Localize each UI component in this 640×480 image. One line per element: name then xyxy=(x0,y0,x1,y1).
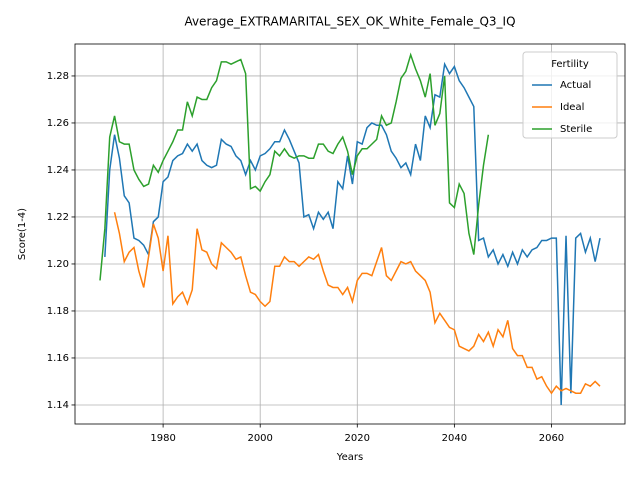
x-tick-label: 2060 xyxy=(539,433,564,444)
y-tick-label: 1.28 xyxy=(47,71,69,82)
y-tick-label: 1.20 xyxy=(47,259,69,270)
legend-label: Sterile xyxy=(560,124,592,135)
y-tick-label: 1.26 xyxy=(47,118,69,129)
y-tick-label: 1.16 xyxy=(47,353,69,364)
line-series xyxy=(99,52,490,281)
x-tick-label: 2040 xyxy=(442,433,467,444)
y-tick-label: 1.22 xyxy=(47,212,69,223)
chart-title: Average_EXTRAMARITAL_SEX_OK_White_Female… xyxy=(184,15,515,29)
y-tick-label: 1.18 xyxy=(47,306,69,317)
x-tick-label: 2020 xyxy=(345,433,370,444)
legend-label: Ideal xyxy=(560,102,584,113)
y-tick-label: 1.14 xyxy=(47,400,69,411)
x-axis-label: Years xyxy=(336,452,363,463)
line-series xyxy=(104,61,601,405)
plot-frame xyxy=(74,43,626,425)
legend-title: Fertility xyxy=(551,59,589,70)
y-tick-label: 1.24 xyxy=(47,165,69,176)
y-axis-label: Score(1-4) xyxy=(17,208,28,260)
legend-box xyxy=(522,51,618,139)
legend-label: Actual xyxy=(560,80,591,91)
x-tick-label: 1980 xyxy=(150,433,175,444)
line-series xyxy=(113,212,601,395)
x-tick-label: 2000 xyxy=(247,433,272,444)
